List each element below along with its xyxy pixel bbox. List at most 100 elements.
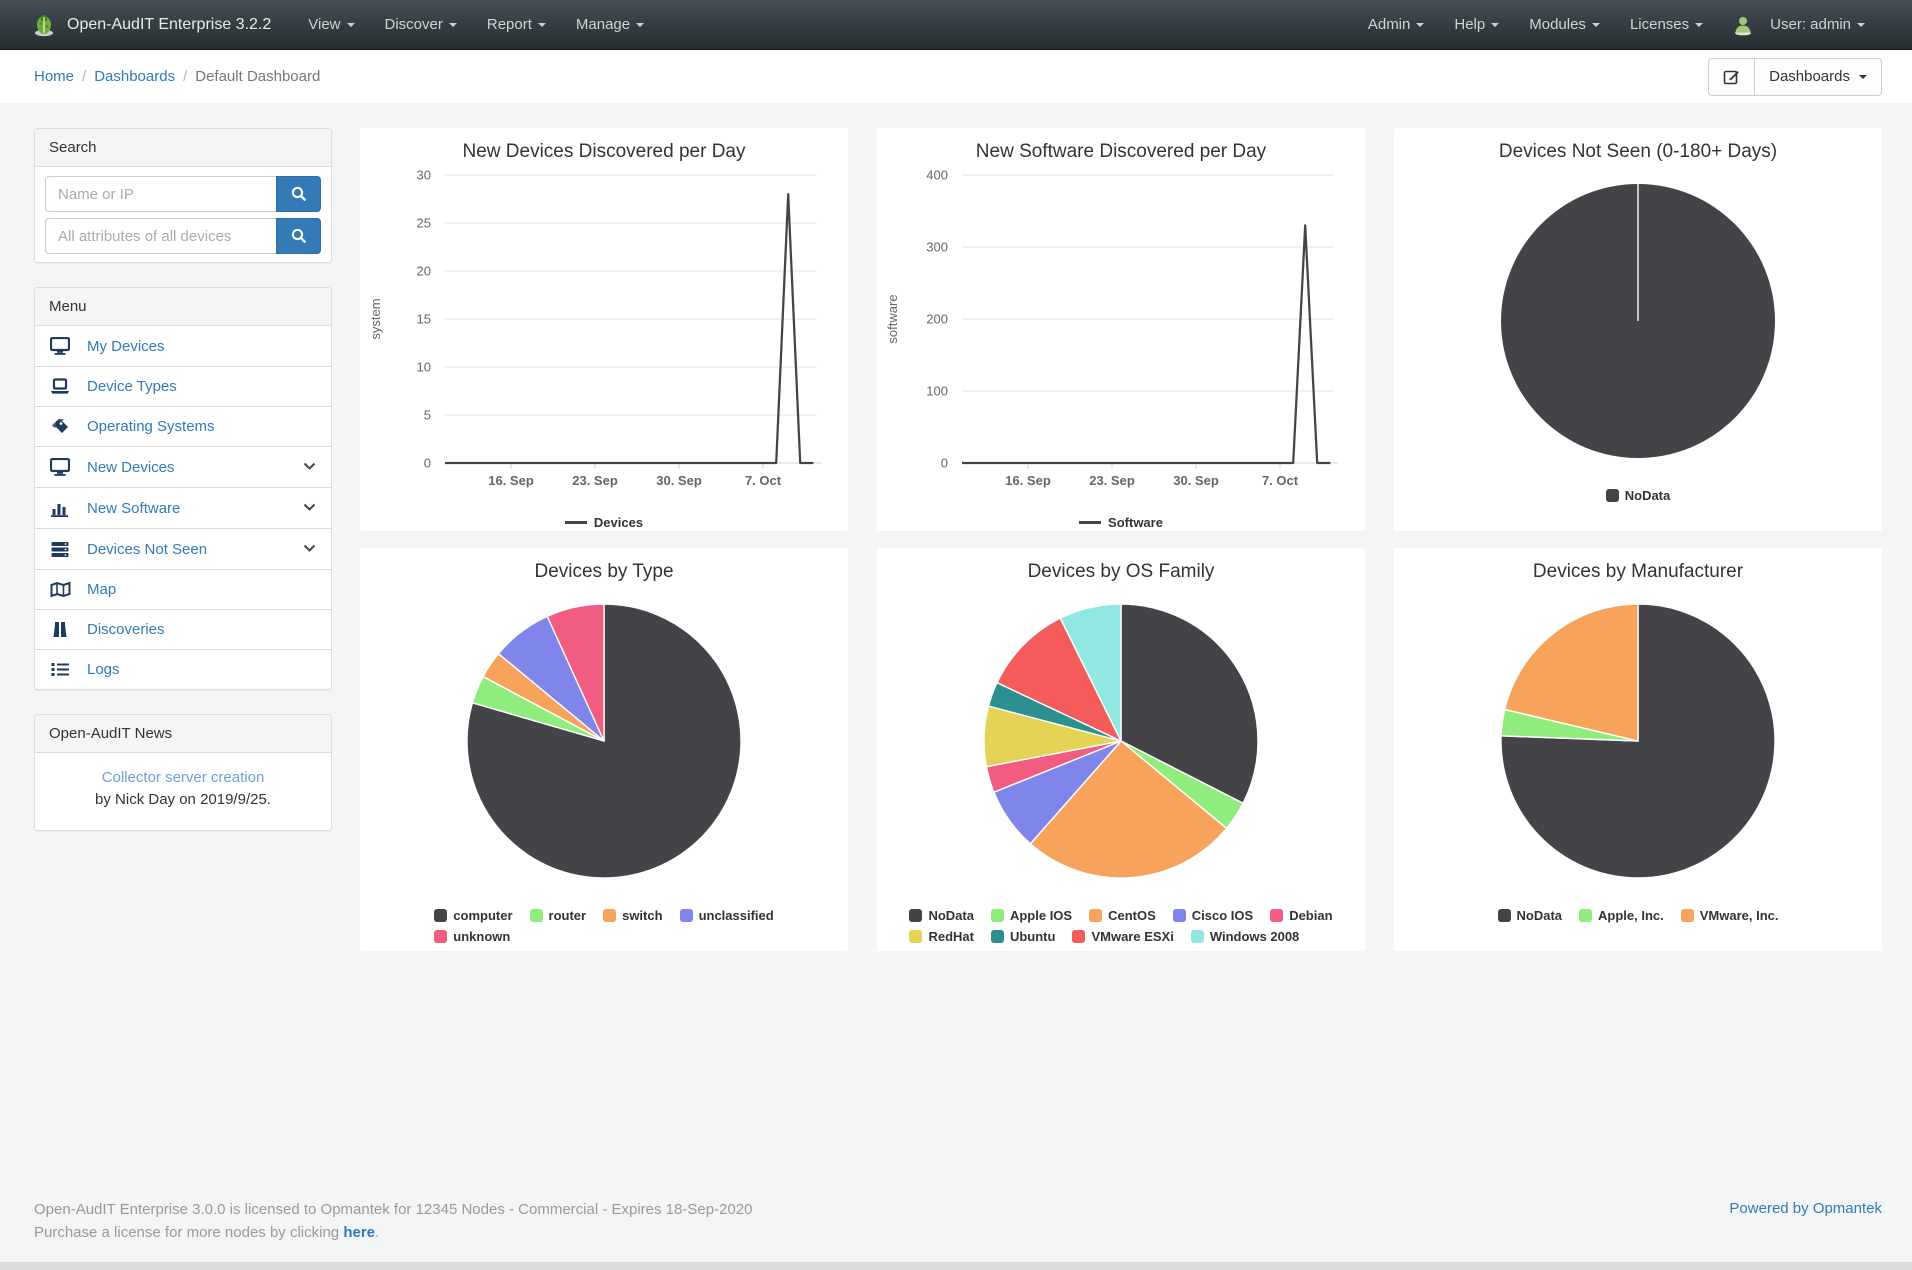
menu-item-device-types[interactable]: Device Types xyxy=(35,366,331,406)
pie-slice-unknown[interactable] xyxy=(546,603,605,742)
chart-legend: NoData Apple IOS CentOS Cisco IOS Debian RedH… xyxy=(877,906,1365,948)
powered-by-link[interactable]: Powered by Opmantek xyxy=(1729,1200,1882,1217)
legend-item[interactable]: computer xyxy=(434,906,513,925)
search-attributes-input[interactable] xyxy=(45,218,276,254)
menu-item-discoveries[interactable]: Discoveries xyxy=(35,609,331,649)
legend-item[interactable]: NoData xyxy=(909,906,974,925)
legend-item[interactable]: NoData xyxy=(1497,906,1562,925)
legend-label: Ubuntu xyxy=(1009,929,1056,944)
caret-down-icon xyxy=(346,22,355,27)
legend-swatch xyxy=(909,930,923,943)
nav-user-menu[interactable]: User: admin xyxy=(1768,0,1880,50)
menu-item-new-software[interactable]: New Software xyxy=(35,487,331,528)
legend-item[interactable]: Debian xyxy=(1270,906,1333,925)
caret-down-icon xyxy=(636,22,645,27)
y-axis-title: system xyxy=(368,298,383,339)
legend-item[interactable]: NoData xyxy=(1605,486,1670,505)
y-axis-title: software xyxy=(885,294,900,343)
legend-swatch xyxy=(1497,909,1511,922)
pie-slice-NoData[interactable] xyxy=(1120,603,1259,804)
breadcrumb-separator: / xyxy=(82,68,87,85)
legend-item[interactable]: unclassified xyxy=(679,906,774,925)
menu-item-devices-not-seen[interactable]: Devices Not Seen xyxy=(35,528,331,569)
legend-swatch xyxy=(1605,489,1619,502)
edit-dashboard-button[interactable] xyxy=(1708,57,1756,96)
menu-item-logs[interactable]: Logs xyxy=(35,649,331,689)
user-icon xyxy=(1718,14,1768,36)
nav-view[interactable]: View xyxy=(293,0,369,50)
nav-report[interactable]: Report xyxy=(472,0,561,50)
menu-item-new-devices[interactable]: New Devices xyxy=(35,446,331,487)
tags-icon xyxy=(50,418,74,435)
series-line[interactable] xyxy=(445,193,814,465)
menu-item-my-devices[interactable]: My Devices xyxy=(35,326,331,366)
legend-item[interactable]: Software xyxy=(1079,513,1163,531)
legend-swatch xyxy=(1072,930,1086,943)
chevron-down-icon[interactable] xyxy=(303,499,316,517)
legend-label: router xyxy=(548,908,587,923)
pie-chart xyxy=(466,603,742,879)
pie-slice-Windows 2008[interactable] xyxy=(1059,603,1122,742)
search-name-ip-button[interactable] xyxy=(276,176,321,212)
dashboards-dropdown-button[interactable]: Dashboards xyxy=(1755,57,1882,96)
pie-chart xyxy=(1501,184,1775,458)
pie-slice-CentOS[interactable] xyxy=(1029,740,1228,879)
legend-item[interactable]: Windows 2008 xyxy=(1190,927,1299,946)
legend-item[interactable]: switch xyxy=(603,906,663,925)
nav-discover[interactable]: Discover xyxy=(370,0,472,50)
y-tick-label: 25 xyxy=(417,216,431,231)
legend-item[interactable]: Apple, Inc. xyxy=(1579,906,1664,925)
nav-manage[interactable]: Manage xyxy=(561,0,659,50)
search-name-ip-input[interactable] xyxy=(45,176,276,212)
menu-item-map[interactable]: Map xyxy=(35,569,331,609)
legend-item[interactable]: unknown xyxy=(434,927,510,946)
legend-item[interactable]: VMware ESXi xyxy=(1072,927,1174,946)
x-tick-label: 23. Sep xyxy=(572,473,618,488)
navbar-right: Admin Help Modules Licenses User: admin xyxy=(1353,0,1880,50)
chart-card-new-software: New Software Discovered per Day 0 100 200 30… xyxy=(877,128,1365,531)
breadcrumb-dashboards[interactable]: Dashboards xyxy=(94,68,176,85)
menu-item-operating-systems[interactable]: Operating Systems xyxy=(35,406,331,446)
legend-item[interactable]: Apple IOS xyxy=(990,906,1072,925)
news-article-link[interactable]: Collector server creation xyxy=(101,769,265,786)
purchase-here-link[interactable]: here xyxy=(343,1224,376,1241)
legend-label: Devices xyxy=(593,515,644,530)
x-tick-label: 16. Sep xyxy=(1005,473,1051,488)
caret-down-icon xyxy=(1859,74,1867,79)
nav-admin[interactable]: Admin xyxy=(1353,0,1440,50)
search-panel: Search xyxy=(34,128,332,263)
pie-chart xyxy=(983,603,1259,879)
chart-legend: Software xyxy=(877,510,1365,531)
x-tick-label: 23. Sep xyxy=(1089,473,1135,488)
breadcrumb-separator: / xyxy=(183,68,188,85)
chevron-down-icon[interactable] xyxy=(303,458,316,476)
chart-card-devices-by-manufacturer: Devices by Manufacturer NoData Apple, Inc.… xyxy=(1394,548,1882,951)
legend-item[interactable]: CentOS xyxy=(1089,906,1156,925)
brand[interactable]: Open-AudIT Enterprise 3.2.2 xyxy=(32,13,271,37)
news-byline: by Nick Day on 2019/9/25. xyxy=(95,791,271,808)
y-tick-label: 0 xyxy=(941,456,948,471)
edit-icon xyxy=(1723,68,1740,85)
y-tick-label: 100 xyxy=(926,384,948,399)
chevron-down-icon[interactable] xyxy=(303,540,316,558)
legend-swatch xyxy=(1089,909,1103,922)
chart-title: Devices Not Seen (0-180+ Days) xyxy=(1498,141,1778,162)
pie-slice-VMware, Inc.[interactable] xyxy=(1503,603,1639,742)
search-attributes-button[interactable] xyxy=(276,218,321,254)
legend-item[interactable]: router xyxy=(529,906,587,925)
search-panel-title: Search xyxy=(35,129,331,167)
legend-item[interactable]: VMware, Inc. xyxy=(1680,906,1779,925)
nav-help[interactable]: Help xyxy=(1439,0,1514,50)
legend-item[interactable]: Ubuntu xyxy=(990,927,1056,946)
nav-licenses[interactable]: Licenses xyxy=(1615,0,1718,50)
breadcrumb-home[interactable]: Home xyxy=(34,68,75,85)
pie-slice-computer[interactable] xyxy=(466,603,742,879)
series-line[interactable] xyxy=(962,224,1331,465)
legend-item[interactable]: Devices xyxy=(564,513,644,531)
nav-modules[interactable]: Modules xyxy=(1514,0,1615,50)
legend-item[interactable]: RedHat xyxy=(909,927,974,946)
pie-slice-VMware ESXi[interactable] xyxy=(996,617,1122,742)
legend-item[interactable]: Cisco IOS xyxy=(1172,906,1253,925)
legend-swatch xyxy=(434,930,448,943)
desktop-icon xyxy=(50,337,74,355)
